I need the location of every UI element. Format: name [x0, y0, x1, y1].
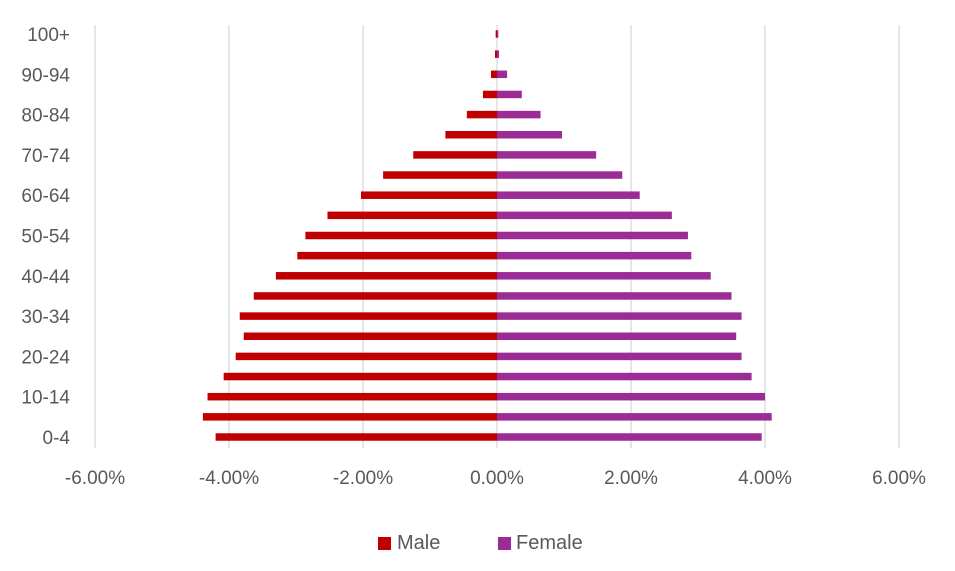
male-bar-75-79: [445, 131, 497, 139]
y-tick-label: 10-14: [21, 388, 70, 409]
female-bar-55-59: [497, 211, 672, 220]
x-tick-label: 2.00%: [604, 468, 658, 489]
male-bar-10-14: [207, 392, 497, 401]
female-bar-0-4: [497, 433, 762, 441]
y-tick-label: 40-44: [21, 267, 70, 288]
female-bar-50-54: [497, 231, 688, 240]
male-bar-90-94: [490, 70, 497, 79]
female-bar-70-74: [497, 151, 597, 159]
male-bar-55-59: [327, 211, 497, 220]
y-tick-label: 20-24: [21, 347, 70, 368]
legend: Male Female: [378, 532, 583, 554]
female-bar-85-89: [497, 90, 522, 99]
y-tick-label: 80-84: [21, 106, 70, 127]
female-bar-35-39: [497, 292, 732, 300]
y-tick-label: 50-54: [21, 227, 70, 248]
male-bar-35-39: [253, 292, 497, 300]
y-tick-label: 60-64: [21, 186, 70, 207]
male-bar-60-64: [360, 191, 497, 199]
female-bar-75-79: [497, 131, 562, 139]
legend-swatch-female: [498, 537, 511, 550]
female-bar-60-64: [497, 191, 640, 199]
bars: [202, 30, 772, 441]
male-bar-45-49: [297, 251, 497, 260]
x-tick-label: 0.00%: [470, 468, 524, 489]
x-tick-label: 6.00%: [872, 468, 926, 489]
male-bar-0-4: [215, 433, 497, 441]
legend-label-male: Male: [397, 532, 440, 554]
female-bar-30-34: [497, 312, 742, 320]
male-bar-5-9: [202, 413, 497, 421]
female-bar-95-99: [497, 50, 500, 58]
female-bar-45-49: [497, 251, 692, 260]
x-tick-label: -2.00%: [333, 468, 393, 489]
male-bar-70-74: [413, 151, 497, 159]
male-bar-25-29: [243, 332, 497, 340]
y-tick-label: 100+: [27, 25, 70, 46]
x-tick-label: -4.00%: [199, 468, 259, 489]
legend-swatch-male: [378, 537, 391, 550]
male-bar-95-99: [494, 50, 497, 58]
male-bar-30-34: [239, 312, 497, 320]
legend-label-female: Female: [516, 532, 583, 554]
female-bar-90-94: [497, 70, 508, 79]
x-tick-label: 4.00%: [738, 468, 792, 489]
male-bar-20-24: [235, 352, 497, 361]
x-axis-tick-labels: -6.00% -4.00% -2.00% 0.00% 2.00% 4.00% 6.00%: [65, 468, 926, 489]
female-bar-5-9: [497, 413, 772, 421]
y-tick-label: 90-94: [21, 65, 70, 86]
female-bar-25-29: [497, 332, 737, 340]
female-bar-65-69: [497, 171, 623, 179]
male-bar-80-84: [466, 110, 497, 119]
y-axis-tick-labels: 0-4 10-14 20-24 30-34 40-44 50-54 60-64 70-74 80…: [21, 25, 70, 449]
female-bar-10-14: [497, 392, 765, 401]
female-bar-15-19: [497, 372, 752, 381]
x-tick-label: -6.00%: [65, 468, 125, 489]
female-bar-80-84: [497, 110, 541, 119]
male-bar-85-89: [482, 90, 497, 99]
male-bar-100+: [495, 30, 497, 38]
female-bar-40-44: [497, 272, 711, 280]
male-bar-40-44: [275, 272, 497, 280]
female-bar-20-24: [497, 352, 742, 361]
y-tick-label: 70-74: [21, 146, 70, 167]
male-bar-50-54: [305, 231, 497, 240]
male-bar-65-69: [383, 171, 497, 179]
female-bar-100+: [497, 30, 499, 38]
y-tick-label: 30-34: [21, 307, 70, 328]
male-bar-15-19: [223, 372, 497, 381]
y-tick-label: 0-4: [43, 428, 71, 449]
